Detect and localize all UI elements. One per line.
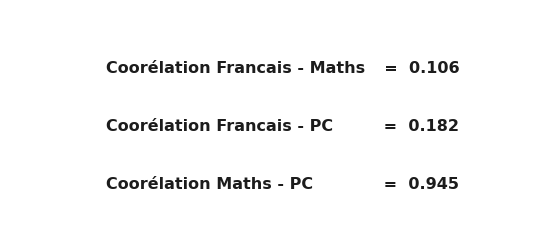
Text: =  0.182: = 0.182	[333, 118, 459, 134]
Text: Coorélation Maths - PC: Coorélation Maths - PC	[106, 176, 314, 192]
Text: =  0.106: = 0.106	[372, 60, 459, 76]
Text: Coorélation Francais - Maths: Coorélation Francais - Maths	[106, 60, 366, 76]
Text: Coorélation Francais - PC: Coorélation Francais - PC	[106, 118, 334, 134]
Text: =  0.945: = 0.945	[333, 176, 459, 192]
